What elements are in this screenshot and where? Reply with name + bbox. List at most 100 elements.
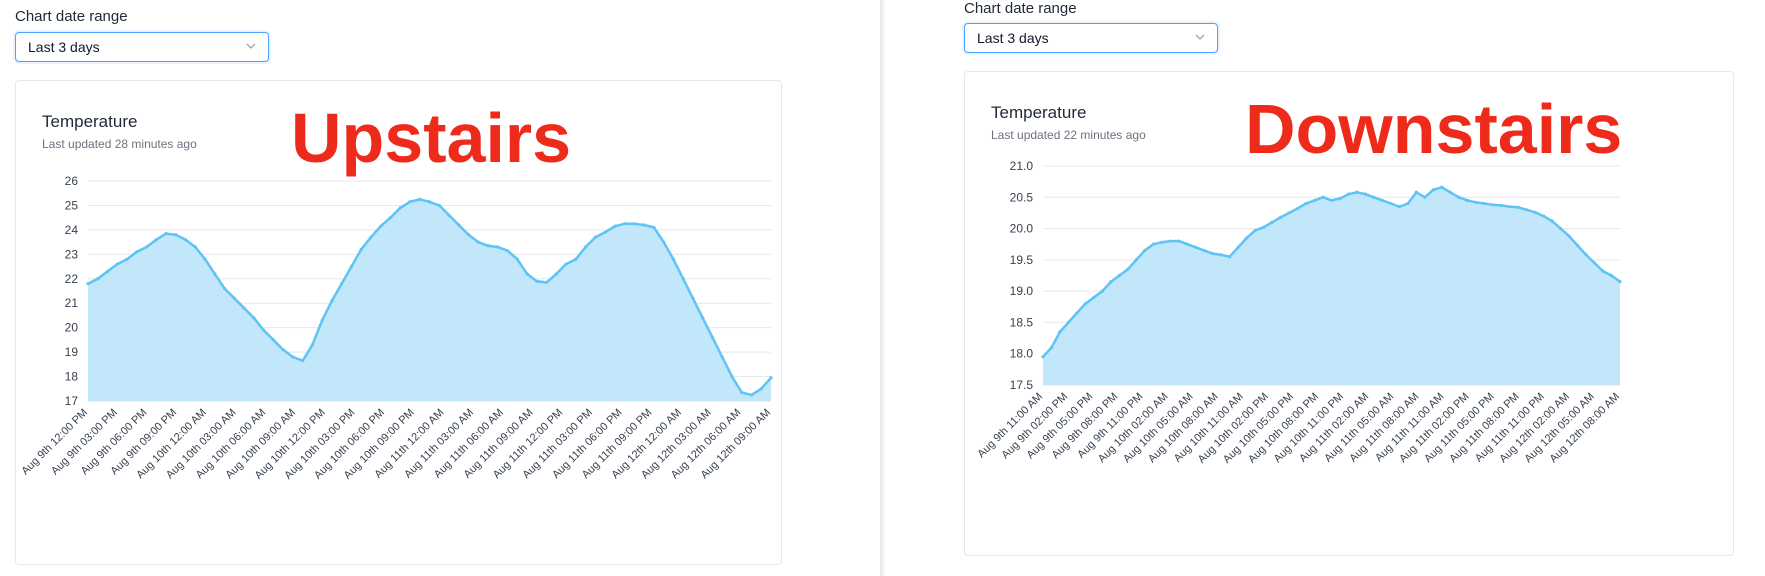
data-point [1151, 242, 1155, 246]
data-point [1321, 195, 1325, 199]
data-point [710, 335, 715, 340]
y-tick-label: 18.5 [1010, 315, 1034, 329]
data-point [1406, 201, 1410, 206]
data-point [281, 348, 285, 352]
y-tick-label: 21 [65, 296, 79, 310]
data-point [1338, 196, 1342, 201]
data-point [1431, 188, 1435, 192]
y-tick-label: 17.5 [1010, 378, 1034, 392]
data-point [1117, 273, 1121, 278]
data-point [174, 233, 178, 237]
data-point [1533, 210, 1537, 214]
data-point [613, 224, 617, 228]
data-point [1134, 258, 1138, 262]
data-point [193, 245, 197, 249]
date-range-select-value: Last 3 days [977, 30, 1049, 46]
data-point [652, 225, 656, 230]
data-point [86, 282, 90, 286]
data-point [701, 316, 705, 320]
y-tick-label: 26 [65, 174, 79, 188]
chart-date-range-label: Chart date range [964, 0, 1077, 17]
data-point [1211, 252, 1215, 256]
data-point [1262, 225, 1266, 229]
date-range-select-value: Last 3 days [28, 39, 100, 55]
data-point [330, 299, 334, 303]
data-point [525, 272, 529, 276]
data-point [1609, 273, 1614, 278]
data-point [1575, 243, 1580, 248]
data-point [1304, 201, 1308, 206]
data-point [632, 222, 637, 226]
data-point [1329, 198, 1334, 203]
data-point [466, 233, 471, 237]
data-point [262, 328, 266, 332]
downstairs-overlay-label: Downstairs [1245, 90, 1623, 168]
data-point [1194, 245, 1198, 249]
data-point [574, 257, 578, 261]
data-point [1143, 248, 1147, 253]
data-point [691, 296, 695, 300]
data-point [564, 262, 568, 266]
downstairs-panel: Chart date range Last 3 days Temperature… [882, 0, 1765, 576]
data-point [301, 359, 305, 363]
data-point [740, 390, 744, 395]
y-tick-label: 20.0 [1010, 222, 1034, 236]
data-point [535, 279, 539, 283]
data-point [271, 338, 275, 342]
data-point [496, 245, 500, 249]
data-point [359, 247, 363, 252]
y-tick-label: 20 [65, 321, 79, 335]
data-point [1185, 242, 1189, 246]
y-tick-label: 18.0 [1010, 347, 1034, 361]
y-tick-label: 23 [65, 247, 79, 261]
data-point [1066, 320, 1071, 325]
data-point [1618, 280, 1622, 284]
data-point [447, 213, 451, 217]
chevron-down-icon [1195, 34, 1205, 40]
data-point [1245, 236, 1249, 240]
panel-divider [880, 0, 886, 576]
data-point [1397, 205, 1401, 209]
data-point [457, 223, 461, 227]
date-range-select[interactable]: Last 3 days [964, 23, 1218, 53]
data-point [544, 280, 549, 285]
data-point [379, 224, 383, 228]
y-tick-label: 22 [65, 272, 79, 286]
data-point [1278, 215, 1283, 219]
data-point [135, 250, 139, 254]
data-point [1236, 245, 1240, 249]
data-point [1440, 185, 1444, 189]
data-point [427, 200, 432, 204]
data-point [1584, 253, 1588, 257]
data-point [1168, 239, 1172, 243]
data-point [96, 277, 100, 281]
data-point [584, 245, 588, 249]
y-tick-label: 19.5 [1010, 253, 1034, 267]
upstairs-overlay-label: Upstairs [291, 99, 572, 177]
date-range-select[interactable]: Last 3 days [15, 32, 269, 62]
y-tick-label: 20.5 [1010, 190, 1034, 204]
temperature-area [1043, 187, 1620, 385]
data-point [232, 296, 236, 300]
data-point [662, 240, 666, 244]
data-point [408, 200, 412, 204]
data-point [1100, 289, 1104, 293]
data-point [1075, 311, 1079, 315]
temperature-card: Temperature Last updated 28 minutes ago … [15, 80, 782, 565]
data-point [486, 244, 490, 248]
y-tick-label: 21.0 [1010, 159, 1034, 173]
card-title: Temperature [42, 112, 138, 131]
data-point [1448, 190, 1452, 194]
data-point [476, 240, 480, 244]
data-point [1482, 201, 1486, 206]
data-point [515, 257, 519, 261]
data-point [1287, 211, 1291, 215]
data-point [183, 238, 188, 242]
data-point [310, 343, 315, 347]
data-point [1253, 228, 1257, 233]
data-point [1177, 239, 1181, 243]
data-point [437, 203, 441, 208]
data-point [1083, 302, 1088, 306]
data-point [418, 197, 422, 201]
